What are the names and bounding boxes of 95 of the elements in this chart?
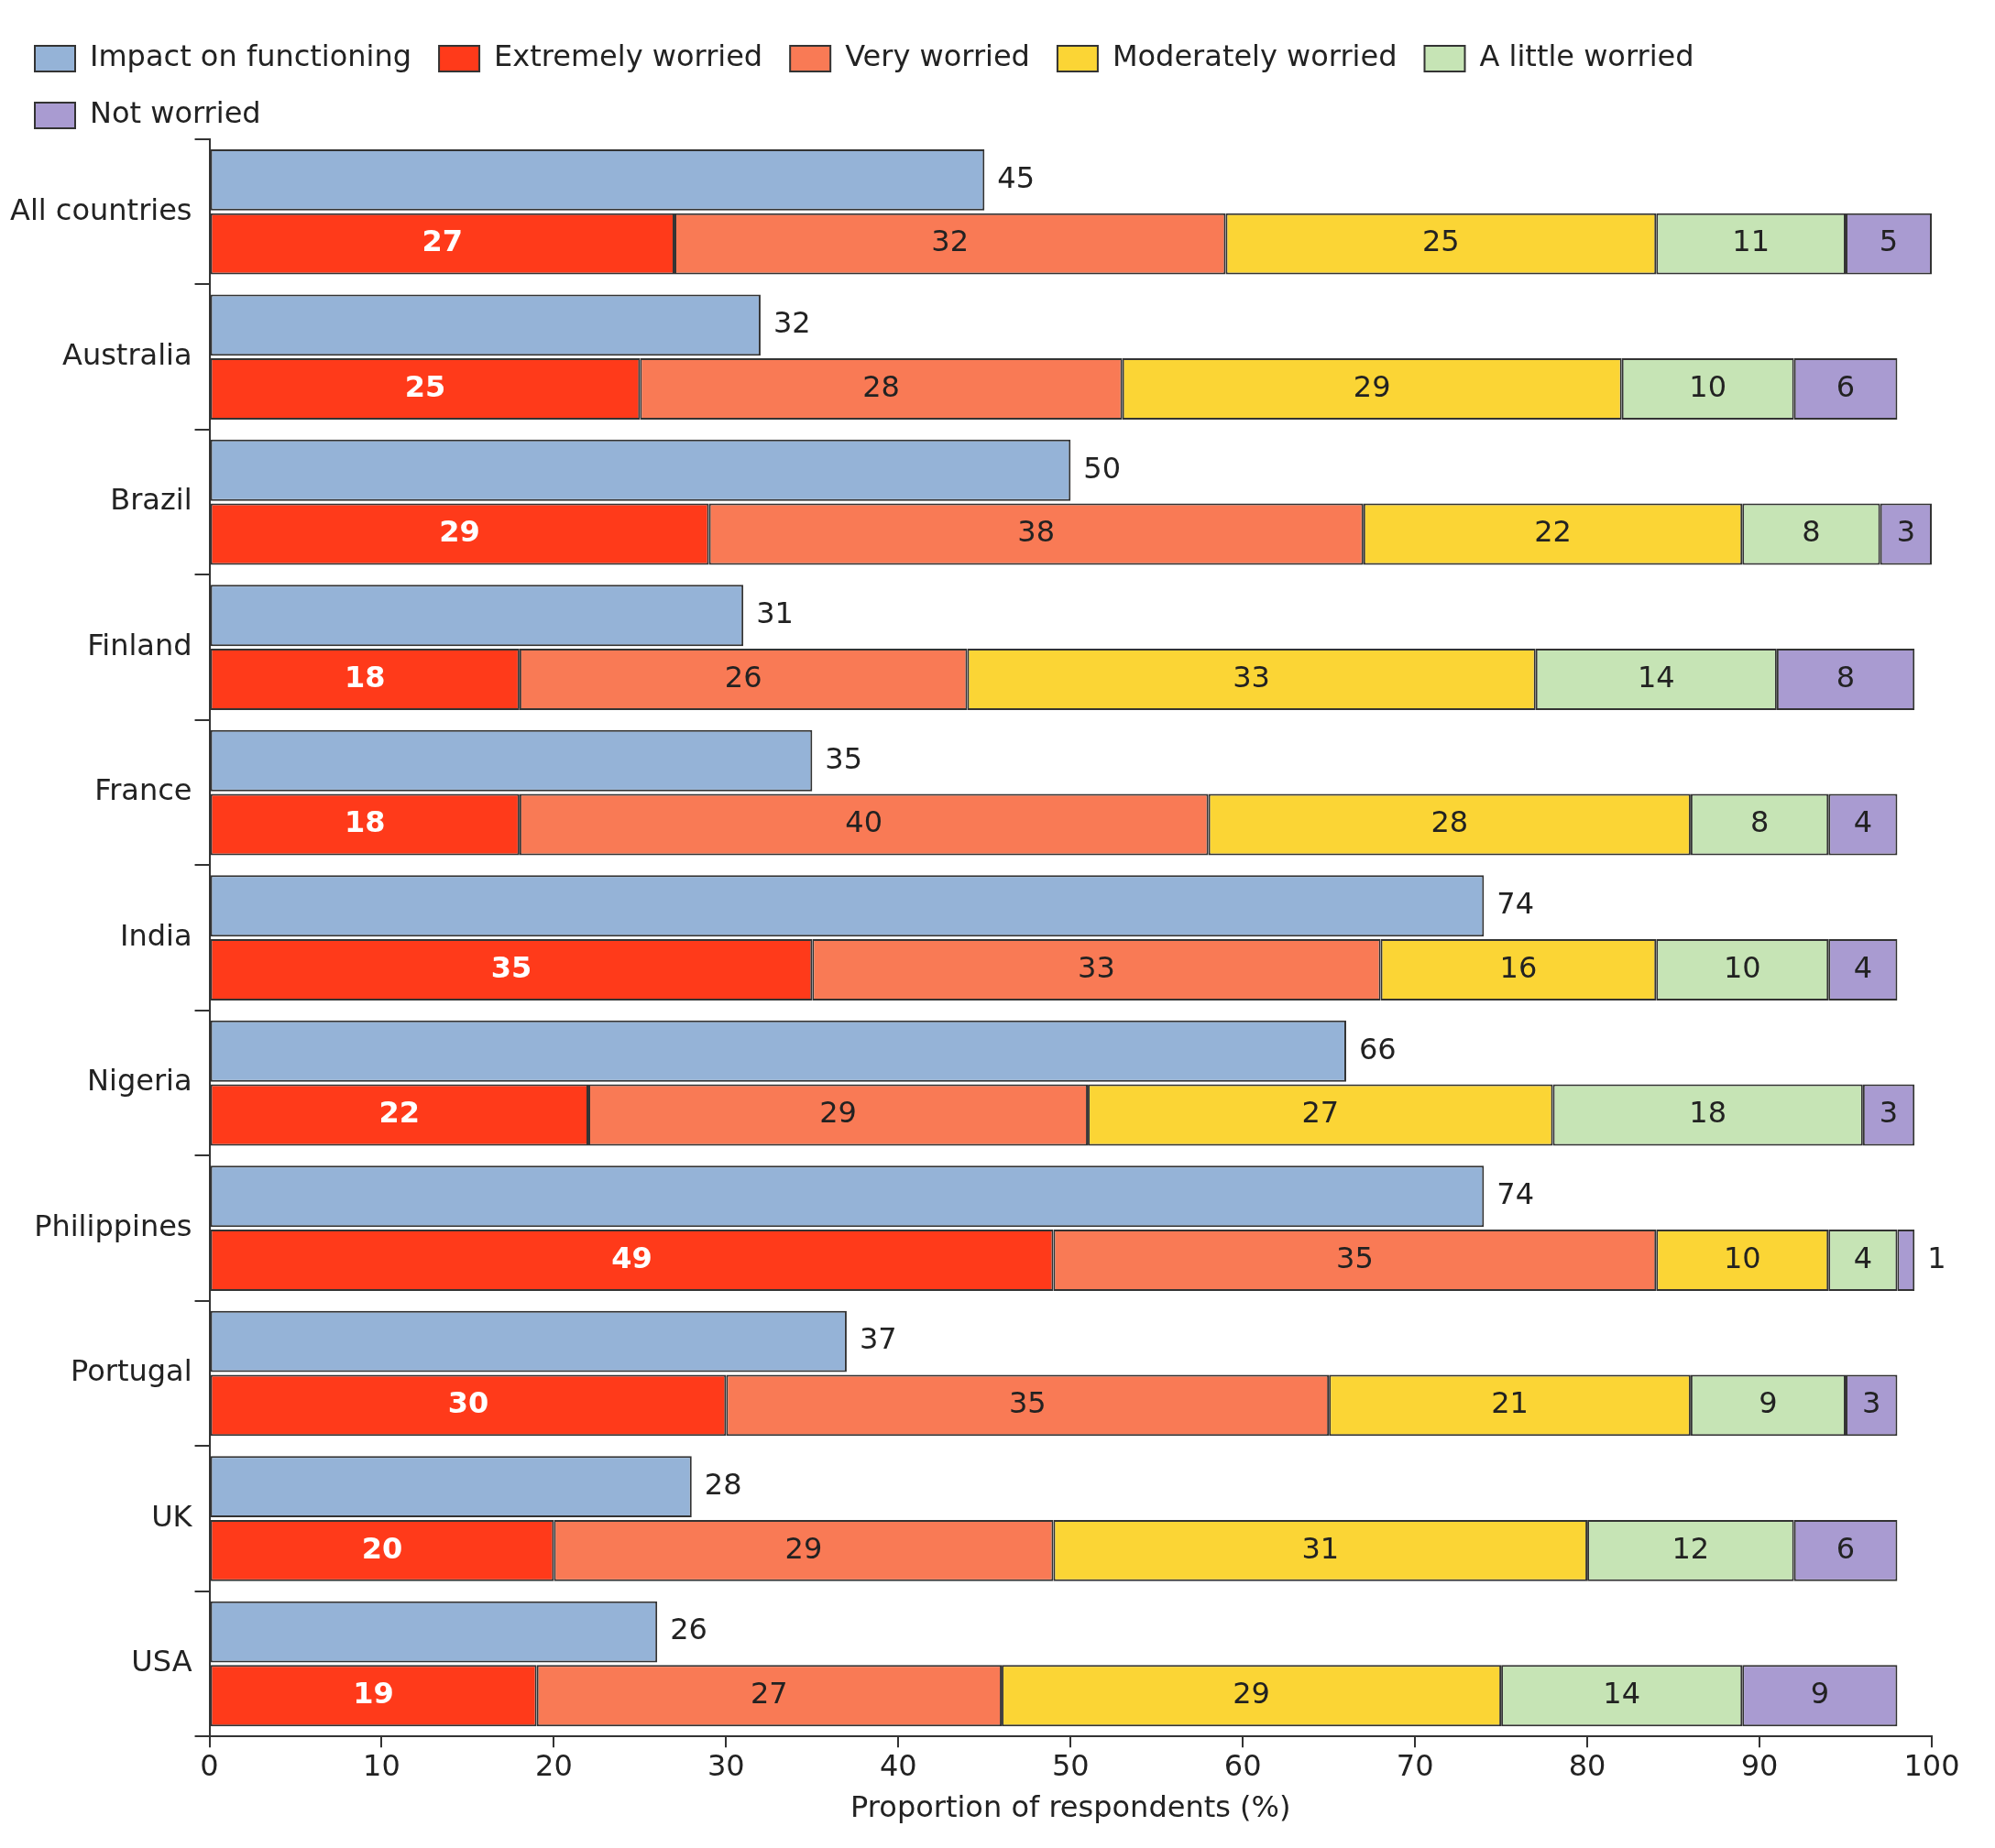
x-tick-label: 100	[1903, 1747, 1960, 1783]
x-axis-title: Proportion of respondents (%)	[850, 1789, 1291, 1825]
data-label: 28	[1430, 804, 1469, 840]
legend-label: Very worried	[845, 38, 1030, 74]
data-label: 29	[1233, 1676, 1270, 1711]
data-label: 27	[422, 224, 464, 259]
data-label: 19	[353, 1676, 394, 1711]
x-tick-label: 20	[535, 1747, 573, 1783]
x-tick-label: 40	[879, 1747, 917, 1783]
data-label: 6	[1836, 368, 1856, 404]
data-label: 26	[724, 659, 762, 694]
data-label: 20	[361, 1530, 403, 1566]
data-label: 10	[1689, 368, 1727, 404]
data-label: 66	[1358, 1031, 1397, 1066]
data-label: 28	[862, 368, 900, 404]
data-label: 26	[670, 1612, 707, 1647]
data-label: 30	[447, 1385, 489, 1421]
y-tick-label: Nigeria	[87, 1063, 192, 1099]
y-tick-label: Finland	[87, 627, 192, 662]
data-label: 14	[1637, 659, 1675, 694]
data-label: 8	[1749, 804, 1770, 840]
data-label: 74	[1496, 1176, 1535, 1211]
data-label: 29	[439, 514, 480, 550]
data-label: 33	[1078, 949, 1115, 985]
data-label: 35	[1336, 1240, 1374, 1275]
data-label: 21	[1491, 1385, 1529, 1421]
data-label: 11	[1732, 224, 1770, 259]
x-tick-label: 0	[200, 1747, 219, 1783]
legend-label: Moderately worried	[1112, 38, 1398, 74]
data-label: 32	[931, 224, 970, 259]
y-tick-label: Brazil	[110, 482, 192, 518]
data-label: 8	[1836, 659, 1856, 694]
data-label: 10	[1723, 1240, 1761, 1275]
data-label: 33	[1233, 659, 1270, 694]
data-label: 22	[1534, 514, 1572, 550]
x-tick-label: 70	[1396, 1747, 1434, 1783]
data-label: 18	[344, 804, 386, 840]
data-label: 37	[859, 1321, 897, 1357]
data-label: 45	[997, 159, 1036, 195]
data-label: 1	[1927, 1240, 1946, 1275]
data-label: 9	[1759, 1385, 1778, 1421]
x-tick-label: 50	[1051, 1747, 1090, 1783]
data-label: 35	[1008, 1385, 1047, 1421]
legend-label: Impact on functioning	[90, 38, 412, 74]
legend-label: Not worried	[90, 95, 261, 131]
data-label: 5	[1879, 224, 1899, 259]
data-label: 8	[1802, 514, 1821, 550]
data-label: 6	[1836, 1530, 1856, 1566]
data-label: 9	[1810, 1676, 1830, 1711]
data-label: 29	[1353, 368, 1391, 404]
y-tick-label: Australia	[61, 337, 192, 373]
legend-label: A little worried	[1479, 38, 1694, 74]
data-label: 4	[1853, 1240, 1872, 1275]
data-label: 16	[1499, 949, 1538, 985]
data-label: 25	[1421, 224, 1460, 259]
x-tick-label: 60	[1223, 1747, 1262, 1783]
data-label: 28	[704, 1466, 742, 1502]
data-label: 31	[756, 596, 794, 631]
y-tick-label: India	[120, 917, 192, 953]
data-label: 29	[819, 1095, 857, 1131]
x-tick-label: 90	[1740, 1747, 1779, 1783]
y-tick-label: Philippines	[34, 1208, 192, 1243]
data-label: 18	[1689, 1095, 1727, 1131]
y-tick-label: UK	[151, 1498, 193, 1534]
y-tick-label: USA	[131, 1644, 192, 1679]
data-label: 74	[1496, 886, 1535, 922]
data-label: 3	[1862, 1385, 1881, 1421]
data-label: 4	[1853, 949, 1872, 985]
data-label: 14	[1603, 1676, 1641, 1711]
data-label: 29	[784, 1530, 823, 1566]
data-label: 50	[1083, 450, 1121, 486]
y-tick-label: France	[94, 772, 192, 808]
data-label: 27	[751, 1676, 788, 1711]
data-label: 25	[404, 368, 446, 404]
data-label: 40	[845, 804, 883, 840]
data-label: 4	[1853, 804, 1872, 840]
data-label: 35	[825, 740, 863, 776]
data-label: 49	[611, 1240, 652, 1275]
x-tick-label: 10	[363, 1747, 400, 1783]
data-label: 31	[1301, 1530, 1340, 1566]
data-label: 27	[1301, 1095, 1340, 1131]
data-label: 3	[1879, 1095, 1899, 1131]
x-tick-label: 80	[1568, 1747, 1606, 1783]
data-label: 35	[490, 949, 532, 985]
x-tick-label: 30	[707, 1747, 745, 1783]
y-tick-label: Portugal	[71, 1353, 192, 1389]
data-label: 3	[1896, 514, 1915, 550]
data-label: 12	[1672, 1530, 1710, 1566]
data-label: 32	[773, 305, 811, 341]
y-tick-label: All countries	[10, 191, 192, 227]
data-label: 10	[1723, 949, 1761, 985]
data-label: 18	[344, 659, 386, 694]
data-label: 22	[378, 1095, 421, 1131]
data-label: 38	[1017, 514, 1056, 550]
legend-label: Extremely worried	[494, 38, 763, 74]
